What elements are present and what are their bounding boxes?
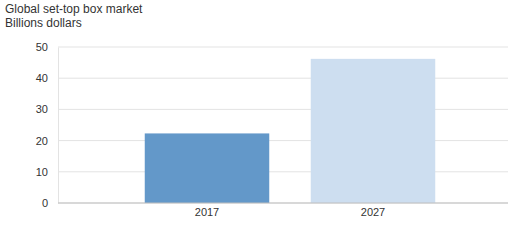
y-tick-label: 30 [36,103,48,115]
x-tick: 2027 [361,203,385,218]
y-axis-line [58,48,59,204]
x-tick-label: 2017 [195,206,219,218]
y-tick-label: 50 [36,41,48,53]
y-tick-label: 40 [36,72,48,84]
grid-line [58,171,508,172]
y-tick: 10 [36,166,58,178]
y-tick: 50 [36,41,58,53]
grid-line [58,203,508,204]
grid [58,47,508,203]
y-tick: 40 [36,72,58,84]
x-axis: 2017 2027 [58,203,508,218]
grid-line [58,78,508,79]
y-tick: 30 [36,103,58,115]
x-tick: 2017 [195,203,219,218]
chart: Global set-top box marketBillions dollar… [0,0,523,231]
subtitle: Billions dollars [5,16,82,30]
y-tick-label: 20 [36,135,48,147]
y-tick: 0 [42,197,58,209]
x-axis-line [58,203,508,204]
bar [311,59,436,203]
y-tick-label: 0 [42,197,48,209]
grid-line [58,109,508,110]
x-tick-label: 2027 [361,206,385,218]
bars [145,59,436,203]
grid-line [58,140,508,141]
title: Global set-top box market [5,2,143,16]
y-tick-label: 10 [36,166,48,178]
grid-line [58,47,508,48]
bar [145,133,270,203]
y-tick: 20 [36,135,58,147]
y-axis: 0 10 20 30 40 50 [36,41,59,209]
